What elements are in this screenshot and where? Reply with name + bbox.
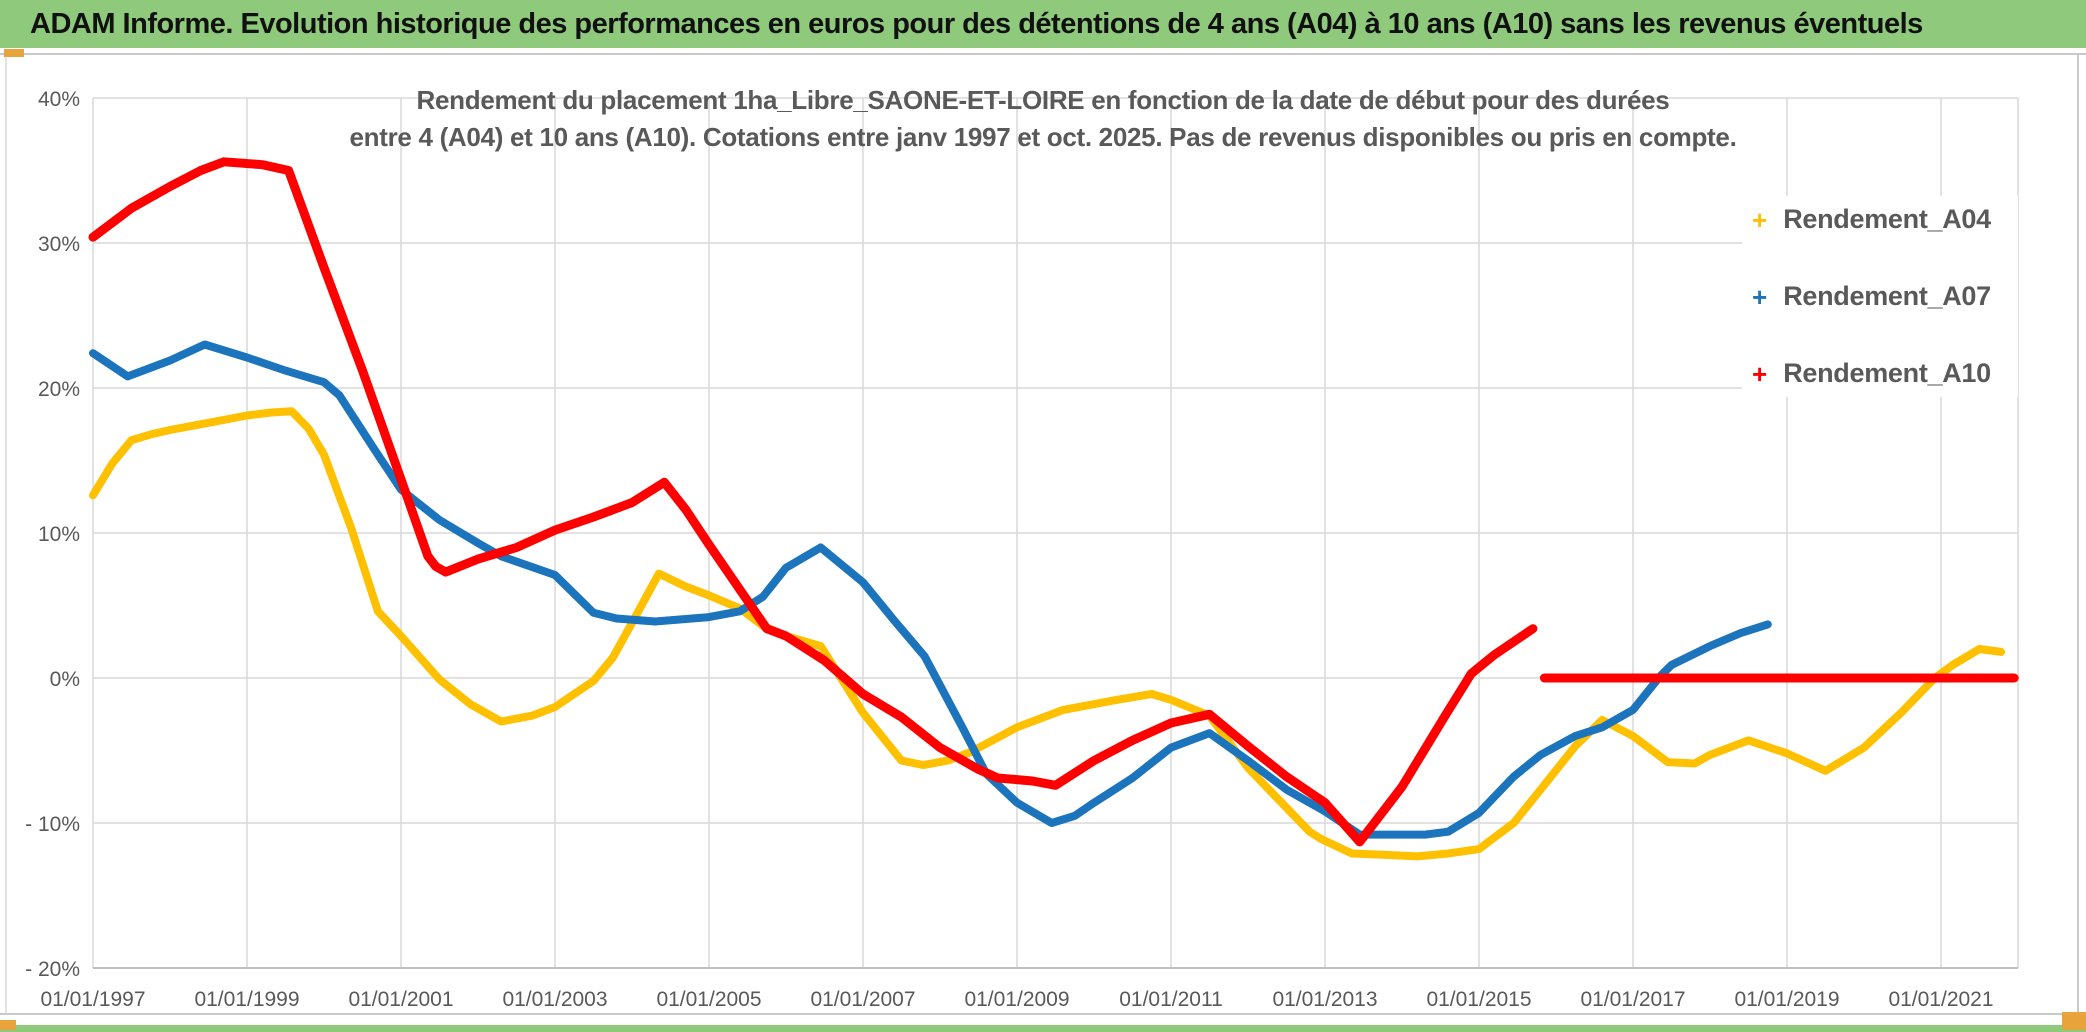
y-tick-label: 20% [38,378,80,401]
title-banner: ADAM Informe. Evolution historique des p… [0,0,2086,48]
y-tick-label: 40% [38,88,80,111]
x-tick-label: 01/01/2007 [810,988,915,1011]
chart-title: Rendement du placement 1ha_Libre_SAONE-E… [243,82,1843,156]
legend-label-a10: Rendement_A10 [1783,358,1991,388]
x-tick-label: 01/01/2015 [1426,988,1531,1011]
plus-marker-icon: + [1752,204,1768,235]
bottom-green-bar [0,1025,2086,1032]
gold-accent-top-left [4,49,24,57]
gold-accent-bottom-left [0,1020,16,1030]
y-tick-label: 10% [38,523,80,546]
x-tick-label: 01/01/2005 [656,988,761,1011]
legend-label-a07: Rendement_A07 [1783,281,1991,311]
y-tick-label: 0% [50,668,80,691]
y-tick-label: - 10% [25,813,80,836]
plus-marker-icon: + [1752,358,1768,389]
series-line-rendement_a07 [89,340,1772,839]
x-tick-label: 01/01/2017 [1580,988,1685,1011]
chart-title-line1: Rendement du placement 1ha_Libre_SAONE-E… [416,85,1670,115]
x-tick-label: 01/01/2019 [1734,988,1839,1011]
plus-marker-icon: + [1752,281,1768,312]
gold-accent-bottom-right [2062,1012,2086,1030]
series-line-rendement_a04 [89,407,2006,861]
x-tick-label: 01/01/1997 [40,988,145,1011]
x-tick-label: 01/01/2001 [348,988,453,1011]
x-tick-label: 01/01/2021 [1888,988,1993,1011]
banner-title: ADAM Informe. Evolution historique des p… [30,7,1923,40]
y-tick-label: 30% [38,233,80,256]
x-tick-label: 01/01/2009 [964,988,1069,1011]
x-tick-label: 01/01/1999 [194,988,299,1011]
legend-item-rendement-a10[interactable]: + Rendement_A10 [1752,358,2018,389]
legend-item-rendement-a04[interactable]: + Rendement_A04 [1752,204,2018,235]
x-tick-label: 01/01/2011 [1119,988,1223,1011]
legend-label-a04: Rendement_A04 [1783,204,1991,234]
chart-legend: + Rendement_A04 + Rendement_A07 + Rendem… [1742,196,2018,397]
y-tick-label: - 20% [25,958,80,981]
x-tick-label: 01/01/2003 [502,988,607,1011]
x-tick-label: 01/01/2013 [1272,988,1377,1011]
series-line-rendement_a10 [88,157,1538,847]
legend-item-rendement-a07[interactable]: + Rendement_A07 [1752,281,2018,312]
chart-title-line2: entre 4 (A04) et 10 ans (A10). Cotations… [349,122,1737,152]
